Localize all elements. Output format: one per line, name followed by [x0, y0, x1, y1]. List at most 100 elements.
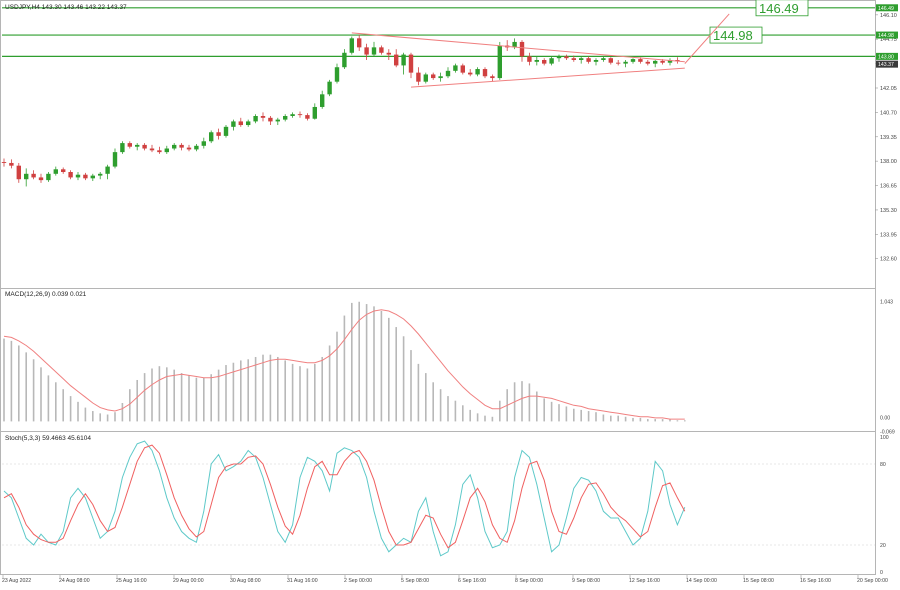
candle [61, 167, 66, 174]
candle [135, 143, 140, 151]
candle-body [283, 116, 288, 120]
candle-body [564, 56, 569, 59]
candle [194, 144, 199, 152]
candle-body [120, 143, 125, 153]
candle-body [556, 56, 562, 59]
candle-body [519, 41, 525, 57]
level-label: 144.98 [709, 26, 763, 44]
candle-body [431, 74, 436, 79]
candle-body [179, 144, 184, 148]
level-axis-tag: 143.80 [876, 52, 898, 60]
candle-body [608, 58, 613, 63]
candle [149, 144, 155, 153]
candle [283, 114, 288, 122]
stoch-tick-label: 80 [880, 462, 886, 468]
candle-body [305, 115, 310, 119]
stochastic-indicator: 100 80 20 0 [2, 435, 889, 576]
candle [630, 58, 636, 64]
price-tick-label: 135.30 [880, 208, 897, 214]
candle [342, 49, 347, 70]
candle-body [31, 173, 36, 178]
candle [275, 117, 280, 126]
price-tick-label: 144.75 [880, 37, 897, 43]
candle-body [512, 41, 517, 48]
stochastic-panel [0, 431, 876, 575]
candle [172, 143, 177, 151]
candle-body [157, 150, 162, 153]
candle [9, 159, 14, 169]
candle [83, 172, 88, 181]
level-axis-tag: 144.98 [876, 31, 898, 39]
candle [231, 119, 236, 131]
candle-body [201, 141, 206, 146]
level-tag-text: 144.98 [878, 33, 894, 39]
candle [179, 143, 184, 151]
candle-body [268, 117, 273, 122]
candle-body [667, 60, 673, 63]
candle-body [297, 114, 303, 116]
candle-body [475, 69, 480, 75]
candle-body [379, 47, 384, 53]
candle [623, 60, 628, 68]
candle-body [645, 61, 650, 64]
candle-body [342, 52, 347, 68]
candle-body [98, 173, 103, 176]
projection-line [684, 13, 730, 64]
candle [579, 56, 584, 64]
candle-body [16, 165, 21, 180]
candle-body [68, 172, 73, 178]
candle [593, 58, 599, 66]
candle [527, 52, 532, 66]
price-tick-label: 133.95 [880, 232, 897, 238]
macd-signal-line [3, 309, 685, 420]
candle [334, 63, 340, 84]
candle [38, 173, 44, 183]
candle-body [327, 81, 332, 95]
candle [482, 67, 488, 79]
candle-body [586, 58, 591, 62]
candle [438, 72, 443, 82]
candle [475, 67, 480, 77]
time-tick-label: 25 Aug 16:00 [116, 578, 147, 584]
candle-body [246, 121, 251, 126]
candle-body [423, 74, 428, 82]
candle [571, 55, 576, 62]
price-tick-label: 136.65 [880, 184, 897, 190]
candle [312, 103, 317, 120]
candle-body [357, 38, 362, 48]
candlesticks [1, 34, 680, 187]
price-tick-label: 138.00 [880, 159, 897, 165]
candle [408, 52, 414, 79]
candle-body [579, 58, 584, 60]
candle [157, 146, 162, 154]
time-tick-label: 31 Aug 16:00 [287, 578, 318, 584]
time-tick-label: 16 Sep 16:00 [800, 578, 831, 584]
candle [46, 172, 51, 182]
candle-body [83, 174, 88, 179]
candle-body [616, 62, 621, 64]
level-tag-text: 143.80 [878, 54, 894, 60]
candle [445, 67, 451, 79]
candle [53, 166, 58, 176]
triangle-pattern [351, 32, 685, 88]
candle [164, 145, 169, 154]
candle-body [1, 162, 7, 163]
price-tick-label: 132.60 [880, 257, 897, 263]
candle [260, 112, 266, 122]
candle-body [490, 76, 495, 79]
candle [601, 56, 606, 62]
candle-body [416, 72, 421, 82]
candle [105, 164, 110, 180]
candle [142, 143, 147, 151]
candle [216, 128, 221, 140]
candle-body [438, 76, 443, 79]
candle [209, 130, 214, 144]
candle-body [482, 69, 488, 77]
time-tick-label: 12 Sep 16:00 [629, 578, 660, 584]
candle-body [445, 70, 451, 77]
candle-body [593, 60, 599, 62]
candle [386, 49, 391, 60]
price-tick-label: 146.10 [880, 13, 897, 19]
macd-indicator: 1.043 0.00 -0.069 [3, 299, 895, 435]
